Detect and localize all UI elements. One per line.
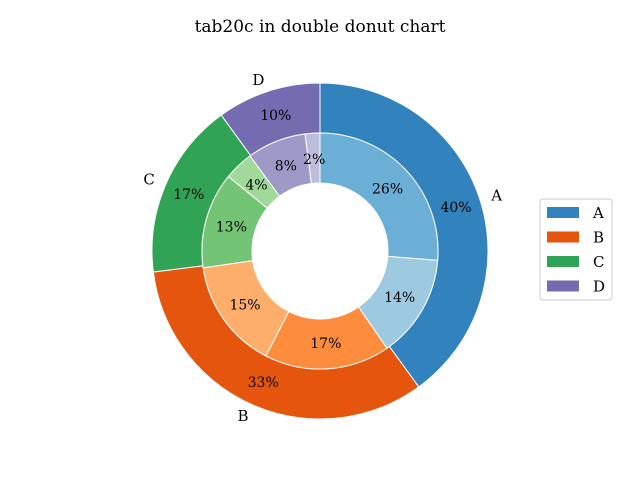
inner-wedge-0 [319, 132, 439, 261]
legend-entry-label: A [592, 204, 604, 222]
chart-title: tab20c in double donut chart [195, 17, 446, 37]
outer-percent-label: 17% [173, 187, 204, 203]
inner-percent-label: 14% [384, 290, 415, 306]
inner-wedge-7 [304, 132, 321, 185]
legend-swatch [547, 231, 579, 243]
inner-percent-label: 2% [303, 152, 325, 168]
legend-frame [539, 198, 613, 301]
legend-entry-label: D [593, 278, 605, 296]
inner-percent-label: 13% [216, 219, 247, 235]
outer-percent-label: 40% [440, 200, 471, 216]
outer-category-label: D [252, 71, 264, 89]
outer-percent-label: 33% [248, 375, 279, 391]
outer-category-label: A [490, 186, 502, 204]
outer-category-label: C [143, 171, 154, 189]
outer-category-label: B [237, 407, 248, 425]
legend-swatch [547, 280, 579, 292]
inner-percent-label: 15% [229, 297, 260, 313]
inner-percent-label: 8% [275, 159, 297, 175]
inner-percent-label: 4% [245, 177, 267, 193]
outer-percent-label: 10% [260, 108, 291, 124]
legend-entry-label: B [593, 229, 604, 247]
legend-swatch [547, 256, 579, 267]
inner-percent-label: 17% [310, 336, 341, 352]
inner-percent-label: 26% [372, 182, 403, 198]
legend-entry-label: C [593, 253, 604, 271]
labels: 40% A 33%B 17% C 10% D 26% 14% 17% 15% 13% 4% 8% 2% [143, 71, 502, 425]
inner-ring [201, 132, 439, 370]
legend-swatch [547, 207, 579, 218]
